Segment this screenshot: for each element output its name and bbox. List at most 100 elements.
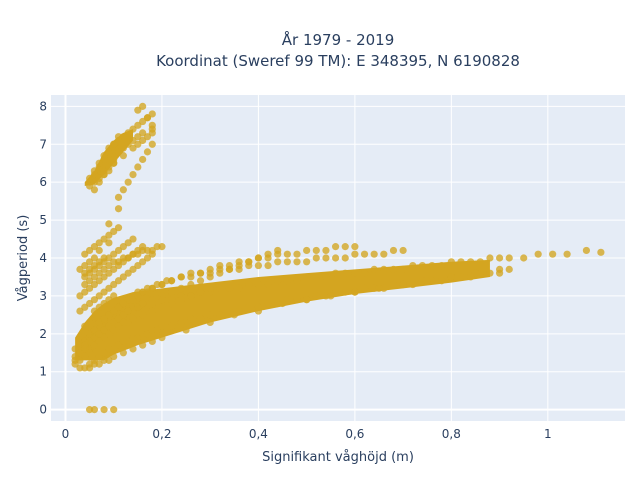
data-point	[119, 243, 127, 251]
y-tick-label: 6	[39, 175, 47, 189]
data-point	[274, 258, 282, 266]
data-point	[85, 277, 94, 285]
data-point	[134, 246, 142, 255]
data-point	[153, 326, 161, 334]
data-point	[148, 110, 156, 118]
data-point	[409, 280, 417, 289]
data-point	[563, 250, 571, 258]
data-point	[71, 352, 79, 361]
data-point	[389, 246, 398, 255]
data-point	[105, 356, 113, 364]
data-point	[105, 220, 113, 228]
data-point	[95, 258, 103, 266]
data-point	[303, 246, 311, 255]
data-point	[264, 250, 272, 258]
data-point	[235, 284, 243, 292]
data-point	[124, 140, 132, 148]
data-point	[105, 311, 113, 319]
data-point	[158, 280, 166, 289]
data-point	[158, 334, 166, 342]
data-point	[423, 277, 431, 285]
data-point	[505, 254, 513, 262]
data-point	[90, 307, 99, 315]
data-point	[139, 258, 147, 266]
data-point	[76, 265, 84, 273]
data-point	[114, 148, 123, 156]
data-point	[216, 269, 224, 277]
data-point	[167, 288, 176, 296]
data-point	[119, 186, 127, 194]
data-point	[129, 144, 137, 152]
data-point	[100, 326, 108, 334]
y-tick-label: 8	[39, 99, 47, 113]
data-point	[139, 117, 147, 126]
data-point	[177, 273, 185, 281]
data-point	[95, 239, 103, 247]
data-point	[90, 326, 99, 334]
data-point	[90, 254, 99, 262]
data-point	[110, 345, 118, 353]
data-point	[105, 269, 113, 277]
data-point	[206, 265, 214, 273]
data-point	[148, 307, 156, 315]
data-point	[274, 277, 282, 285]
data-point	[100, 334, 108, 342]
data-point	[380, 265, 388, 273]
data-point	[264, 280, 272, 289]
data-point	[105, 167, 113, 175]
data-point	[399, 280, 407, 289]
data-point	[148, 296, 156, 304]
data-point	[143, 288, 152, 296]
data-point	[119, 349, 127, 357]
data-point	[177, 296, 185, 304]
data-point	[206, 318, 214, 327]
data-point	[71, 360, 79, 368]
data-point	[196, 315, 205, 323]
data-point	[114, 133, 123, 141]
data-point	[85, 258, 94, 266]
data-point	[119, 152, 127, 160]
data-point	[105, 284, 113, 292]
data-point	[139, 136, 147, 145]
data-point	[225, 284, 234, 292]
data-point	[148, 129, 156, 137]
data-point	[341, 243, 349, 251]
data-point	[370, 265, 378, 273]
data-point	[293, 277, 301, 285]
data-point	[283, 250, 291, 258]
data-point	[495, 254, 504, 262]
data-point	[399, 265, 407, 273]
data-point	[119, 144, 127, 152]
data-point	[360, 269, 369, 277]
data-points	[71, 102, 605, 414]
data-point	[95, 337, 103, 345]
data-point	[139, 243, 147, 251]
data-point	[114, 277, 123, 285]
data-point	[105, 239, 113, 247]
data-point	[114, 193, 123, 201]
data-point	[283, 296, 291, 304]
data-point	[124, 254, 132, 262]
data-point	[90, 273, 99, 281]
data-point	[351, 269, 359, 277]
data-point	[81, 322, 89, 330]
data-point	[81, 280, 89, 289]
y-tick-label: 0	[39, 403, 47, 417]
data-point	[486, 269, 494, 277]
data-point	[134, 261, 142, 270]
data-point	[134, 106, 142, 114]
y-tick-label: 1	[39, 365, 47, 379]
data-point	[187, 292, 195, 300]
data-point	[76, 349, 84, 357]
x-tick-label: 0,8	[442, 427, 461, 441]
data-point	[283, 277, 291, 285]
data-point	[167, 322, 176, 330]
data-point	[110, 140, 118, 148]
data-point	[100, 288, 108, 296]
data-point	[322, 246, 330, 255]
data-point	[597, 248, 605, 256]
data-point	[85, 349, 94, 357]
data-point	[105, 144, 113, 152]
data-point	[134, 292, 142, 300]
